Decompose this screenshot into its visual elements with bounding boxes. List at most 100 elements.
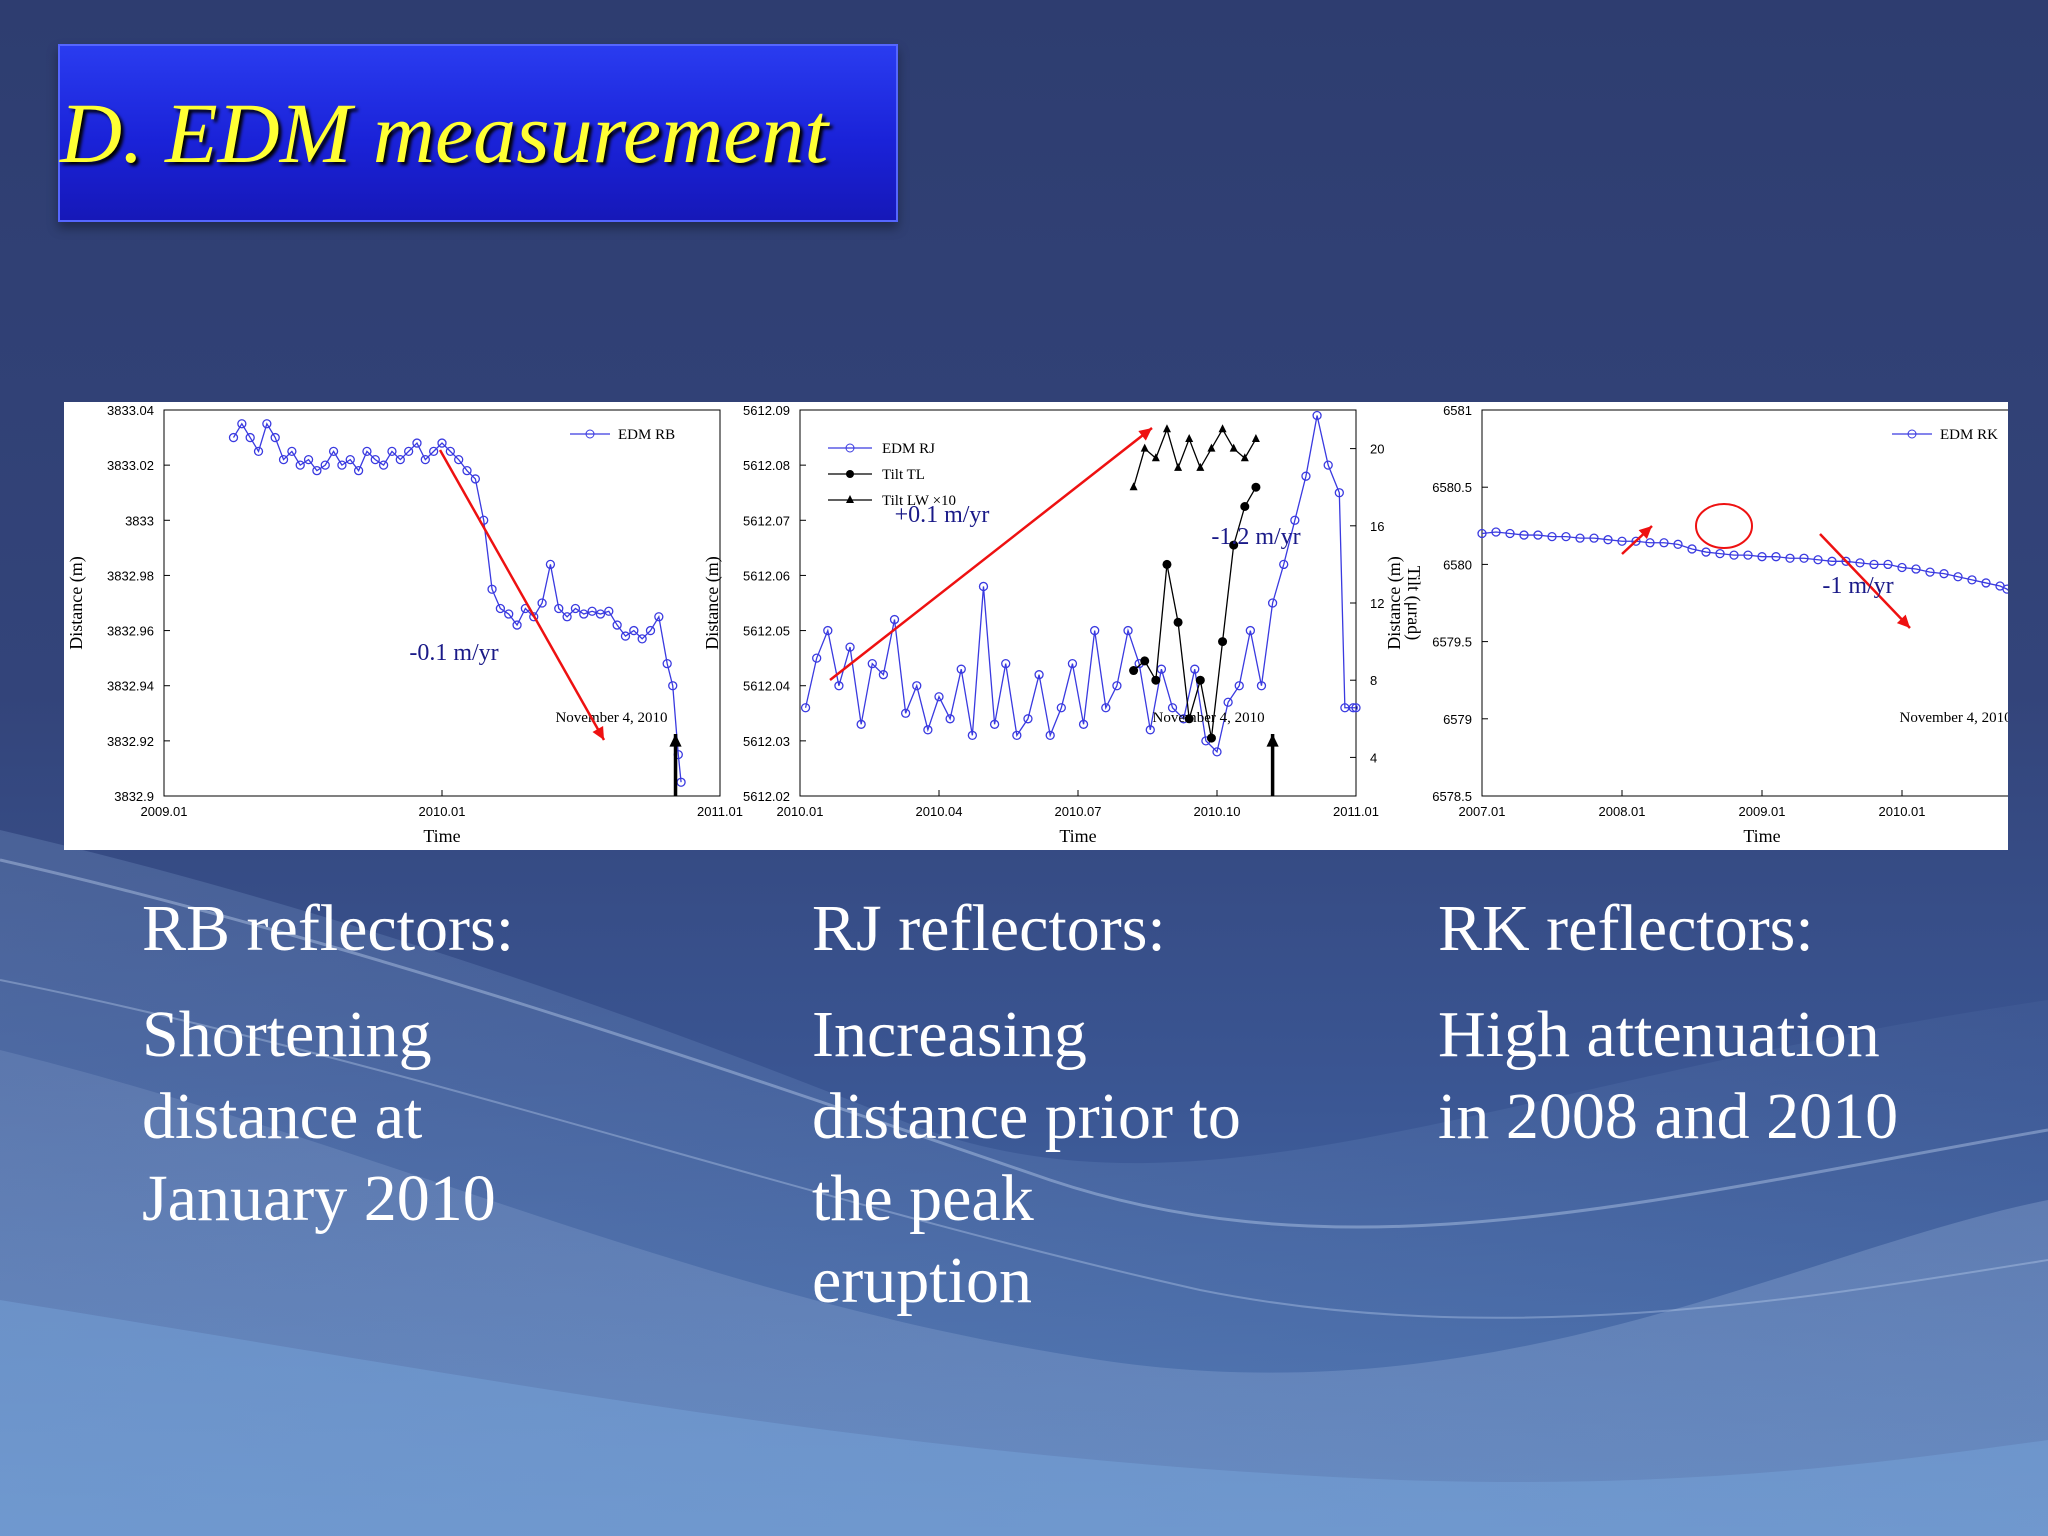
y2-tick-label: 16 xyxy=(1370,519,1384,534)
data-point xyxy=(1185,433,1194,442)
x-axis-label: Time xyxy=(1743,826,1780,846)
y-tick-label: 5612.09 xyxy=(743,403,790,418)
data-point xyxy=(1190,664,1200,674)
data-point xyxy=(1112,681,1122,691)
data-point xyxy=(823,625,833,636)
data-point xyxy=(878,670,889,680)
data-point xyxy=(1953,572,1963,582)
data-point xyxy=(1687,544,1697,554)
data-point xyxy=(1701,547,1711,557)
trend-arrow-rj-head xyxy=(1138,428,1152,441)
data-point xyxy=(237,419,247,429)
y-tick-label: 3832.9 xyxy=(114,789,154,804)
trend-arrow-rk-head xyxy=(1896,614,1910,628)
data-point xyxy=(1659,538,1669,548)
legend-swatch-marker xyxy=(1907,429,1917,439)
y-tick-label: 5612.04 xyxy=(743,679,790,694)
data-point xyxy=(1743,550,1753,560)
data-point xyxy=(1351,703,1361,713)
data-point xyxy=(956,664,966,674)
data-point xyxy=(587,606,597,616)
data-point xyxy=(295,460,305,470)
x-tick-label: 2010.07 xyxy=(1055,804,1102,819)
attenuation-circle-rk xyxy=(1695,503,1753,549)
data-point xyxy=(353,466,364,476)
slide-title: D. EDM measurement xyxy=(60,85,829,181)
legend-label: Tilt LW ×10 xyxy=(882,493,956,509)
x-tick-label: 2011.01 xyxy=(1333,804,1379,819)
data-point xyxy=(570,603,581,614)
data-point xyxy=(1245,625,1256,636)
data-point xyxy=(1045,730,1055,740)
edm-figure: 3832.9 3832.92 3832.94 3832.96 3832.98 3833 38… xyxy=(64,402,2008,850)
y-tick-label: 6581 xyxy=(1443,403,1472,418)
legend-label: Tilt TL xyxy=(882,467,925,483)
data-point xyxy=(934,692,944,702)
y-tick-label: 3832.92 xyxy=(107,734,154,749)
data-point xyxy=(303,454,314,465)
data-point xyxy=(800,703,811,713)
data-point xyxy=(2002,584,2008,594)
data-point xyxy=(1145,725,1155,735)
data-point xyxy=(445,446,455,457)
column-rk: RK reflectors: High attenuation in 2008 … xyxy=(1438,888,1898,1158)
y-tick-label: 6580.5 xyxy=(1432,480,1472,495)
y-tick-label: 6579 xyxy=(1443,712,1472,727)
data-point xyxy=(1897,562,1907,573)
data-point xyxy=(662,659,672,669)
rate-label-rj-up: +0.1 m/yr xyxy=(895,502,990,528)
event-arrow-1-head xyxy=(1266,734,1279,747)
data-point xyxy=(900,708,911,718)
data-point xyxy=(412,438,422,448)
trend-arrow-rk xyxy=(1819,533,1911,629)
data-point xyxy=(1348,703,1358,713)
data-point xyxy=(487,584,497,594)
data-point xyxy=(370,454,380,465)
data-point xyxy=(1229,443,1238,452)
data-point xyxy=(654,612,664,622)
rate-label-rb: -0.1 m/yr xyxy=(409,640,498,666)
data-point xyxy=(1757,552,1767,562)
trend-arrow-rb-head xyxy=(592,726,604,740)
data-point xyxy=(1547,531,1557,542)
x-tick-label: 2009.01 xyxy=(141,804,188,819)
y-axis-label: Distance (m) xyxy=(1384,556,1405,649)
data-point xyxy=(437,438,447,448)
plot-frame-0 xyxy=(163,409,721,797)
data-point xyxy=(1251,433,1260,442)
data-point xyxy=(612,620,622,630)
legend-swatch-marker xyxy=(585,429,595,439)
data-point xyxy=(812,653,822,663)
y2-tick-label: 20 xyxy=(1370,442,1384,457)
y-axis-label: Distance (m) xyxy=(702,556,723,649)
data-point xyxy=(1034,670,1044,680)
y2-tick-label: 8 xyxy=(1370,673,1377,688)
data-point xyxy=(1012,730,1022,740)
y2-tick-label: 4 xyxy=(1370,750,1377,765)
rate-label-rj-down: -1.2 m/yr xyxy=(1211,524,1300,550)
data-point xyxy=(1001,659,1011,669)
data-point xyxy=(262,419,272,429)
data-point xyxy=(867,659,877,669)
x-tick-label: 2008.01 xyxy=(1599,804,1646,819)
data-point xyxy=(1129,482,1138,491)
legend-swatch-marker xyxy=(845,443,855,453)
data-point xyxy=(562,612,572,622)
data-point xyxy=(620,631,631,641)
data-point xyxy=(1090,625,1100,636)
data-point xyxy=(579,609,589,619)
data-point xyxy=(1195,675,1205,685)
data-point xyxy=(1967,575,1977,585)
data-point xyxy=(1715,548,1725,559)
data-point xyxy=(1673,539,1683,549)
data-point xyxy=(228,432,239,443)
data-point xyxy=(989,719,1000,729)
data-point xyxy=(912,681,922,691)
data-point xyxy=(1151,453,1160,462)
event-arrow-0-head xyxy=(669,734,682,747)
trend-arrow-rj xyxy=(829,427,1153,681)
series-line-0-0 xyxy=(232,422,682,783)
data-point xyxy=(1229,540,1239,550)
x-tick-label: 2010.10 xyxy=(1194,804,1241,819)
data-point xyxy=(1799,553,1809,563)
